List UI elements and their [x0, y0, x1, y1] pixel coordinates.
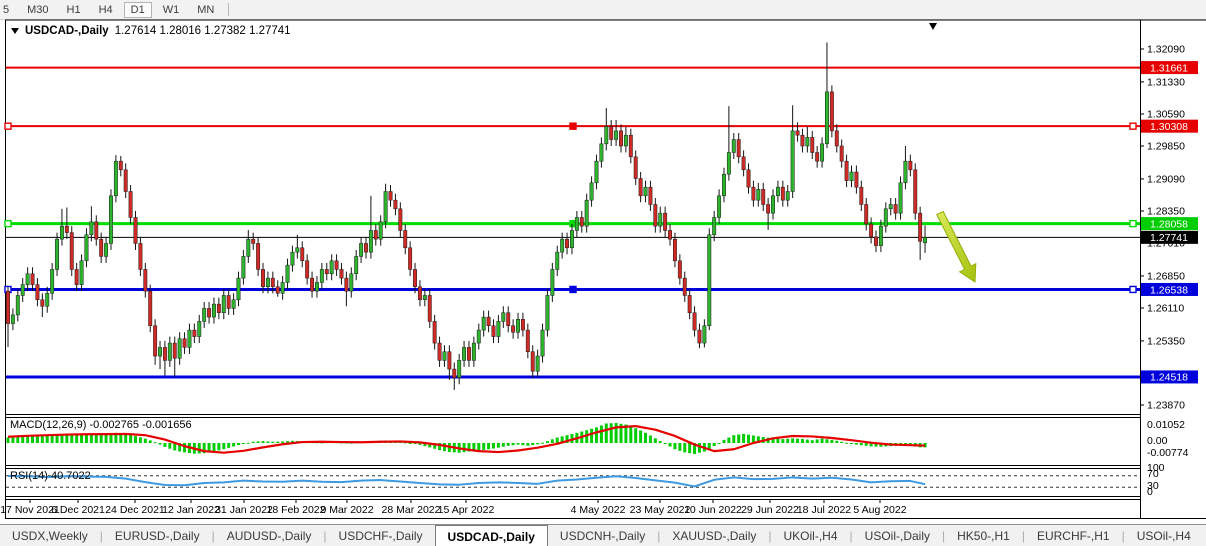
tab-divider: |	[99, 529, 103, 543]
line-handle[interactable]	[4, 219, 12, 228]
price-axis-label: 1.29850	[1147, 141, 1185, 153]
date-axis-label: 15 Apr 2022	[438, 504, 495, 516]
timeframe-button-w1[interactable]: W1	[162, 3, 180, 16]
chart-tab-xauusd-daily[interactable]: XAUUSD-,Daily	[672, 529, 757, 543]
chart-tab-eurchf-h1[interactable]: EURCHF-,H1	[1036, 529, 1110, 543]
date-axis-label: 12 Jan 2022	[162, 504, 220, 516]
timeframe-button-5[interactable]: 5	[3, 3, 10, 16]
price-badge-label: 1.26538	[1150, 284, 1188, 296]
chart-shift-marker-icon[interactable]	[929, 23, 937, 30]
candles-layer	[6, 42, 927, 390]
rsi-line	[7, 474, 926, 488]
tab-divider: |	[849, 529, 853, 543]
macd-axis-label: 0.00	[1147, 435, 1168, 447]
date-axis-label: 18 Feb 2022	[267, 504, 326, 516]
tab-divider: |	[768, 529, 772, 543]
price-badge	[1141, 370, 1198, 384]
timeframe-button-h4[interactable]: H4	[98, 3, 113, 16]
date-axis-label: 23 May 2022	[630, 504, 691, 516]
timeframe-toolbar: 5 M30 H1 H4 D1 W1 MN	[0, 0, 1206, 20]
timeframe-button-h1[interactable]: H1	[66, 3, 81, 16]
price-axis-label: 1.30590	[1147, 108, 1185, 120]
rsi-axis-label: 0	[1147, 486, 1153, 498]
price-badge-label: 1.24518	[1150, 372, 1188, 384]
date-axis-label: 4 May 2022	[571, 504, 626, 516]
rsi-axis-label: 100	[1147, 462, 1165, 474]
chart-tab-usdcnh-daily[interactable]: USDCNH-,Daily	[559, 529, 646, 543]
date-axis-label: 28 Mar 2022	[382, 504, 441, 516]
rsi-axis-label: 70	[1147, 468, 1159, 480]
line-handle[interactable]	[569, 285, 577, 294]
rsi-indicator-label: RSI(14) 40.7022	[10, 470, 91, 482]
price-axis-label: 1.25350	[1147, 335, 1185, 347]
price-badge-label: 1.27741	[1150, 232, 1188, 244]
date-axis-label: 24 Dec 2021	[105, 504, 165, 516]
macd-axis-label: -0.00774	[1147, 447, 1189, 459]
chart-tab-usdx-weekly[interactable]: USDX,Weekly	[12, 529, 88, 543]
chart-tab-ukoil-h4[interactable]: UKOil-,H4	[783, 529, 838, 543]
price-badge-label: 1.30308	[1150, 121, 1188, 133]
chart-symbol-period: USDCAD-,Daily	[25, 25, 109, 37]
line-handle[interactable]	[4, 122, 12, 130]
chart-tab-usdcad-daily[interactable]: USDCAD-,Daily	[434, 525, 548, 546]
chart-collapse-icon[interactable]	[11, 28, 19, 34]
sell-signal-arrow-icon[interactable]	[936, 210, 977, 283]
date-axis-label: 6 Dec 2021	[51, 504, 105, 516]
tab-divider: |	[657, 529, 661, 543]
tab-divider: |	[211, 529, 215, 543]
chart-tab-eurusd-daily[interactable]: EURUSD-,Daily	[114, 529, 200, 543]
toolbar-divider	[228, 3, 230, 16]
timeframe-button-d1[interactable]: D1	[123, 1, 152, 18]
date-axis-label: 10 Jun 2022	[684, 504, 742, 516]
price-badge	[1141, 119, 1198, 133]
price-axis-label: 1.32090	[1147, 44, 1185, 56]
date-axis-label: 9 Mar 2022	[320, 504, 373, 516]
tab-divider: |	[942, 529, 946, 543]
price-badge-label: 1.31661	[1150, 62, 1188, 74]
date-axis-label: 5 Aug 2022	[853, 504, 906, 516]
macd-axis-label: 0.01052	[1147, 419, 1185, 431]
price-axis-label: 1.23870	[1147, 400, 1185, 412]
date-axis-label: 18 Jul 2022	[797, 504, 851, 516]
price-axis-label: 1.29090	[1147, 173, 1185, 185]
timeframe-button-mn[interactable]: MN	[197, 3, 215, 16]
chart-tab-bar: USDX,Weekly | EURUSD-,Daily | AUDUSD-,Daily |…	[0, 524, 1206, 546]
rsi-axis-label: 30	[1147, 480, 1159, 492]
chart-title: USDCAD-,Daily 1.27614 1.28016 1.27382 1.…	[11, 25, 291, 37]
tab-divider: |	[1121, 529, 1125, 543]
price-axis-label: 1.28350	[1147, 205, 1185, 217]
price-axis-label: 1.26850	[1147, 270, 1185, 282]
chart-tab-usoil-daily[interactable]: USOil-,Daily	[864, 529, 930, 543]
tab-divider: |	[323, 529, 327, 543]
line-handle[interactable]	[1129, 285, 1137, 294]
tab-divider: |	[1021, 529, 1025, 543]
line-handle[interactable]	[1129, 122, 1137, 130]
line-handle[interactable]	[569, 122, 577, 130]
macd-indicator-label: MACD(12,26,9) -0.002765 -0.001656	[10, 419, 192, 431]
date-axis-label: 31 Jan 2022	[215, 504, 273, 516]
macd-signal-line	[7, 425, 926, 454]
price-axis-label: 1.26110	[1147, 302, 1184, 314]
price-badge-label: 1.28058	[1150, 218, 1188, 230]
chart-tab-hk50-h1[interactable]: HK50-,H1	[957, 529, 1010, 543]
price-badge	[1141, 217, 1198, 231]
chart-tab-usdchf-daily[interactable]: USDCHF-,Daily	[338, 529, 423, 543]
price-badge	[1141, 61, 1198, 75]
price-badge	[1141, 230, 1198, 244]
line-handle[interactable]	[1129, 219, 1137, 228]
date-axis-label: 17 Nov 2021	[0, 504, 60, 516]
chart-tab-audusd-daily[interactable]: AUDUSD-,Daily	[226, 529, 312, 543]
chart-ohlc-values: 1.27614 1.28016 1.27382 1.27741	[114, 25, 291, 37]
chart-tab-usoil-h4[interactable]: USOil-,H4	[1136, 529, 1191, 543]
date-axis-label: 29 Jun 2022	[741, 504, 799, 516]
price-badge	[1141, 282, 1198, 296]
price-axis-label: 1.31330	[1147, 76, 1185, 88]
timeframe-button-m30[interactable]: M30	[27, 3, 49, 16]
